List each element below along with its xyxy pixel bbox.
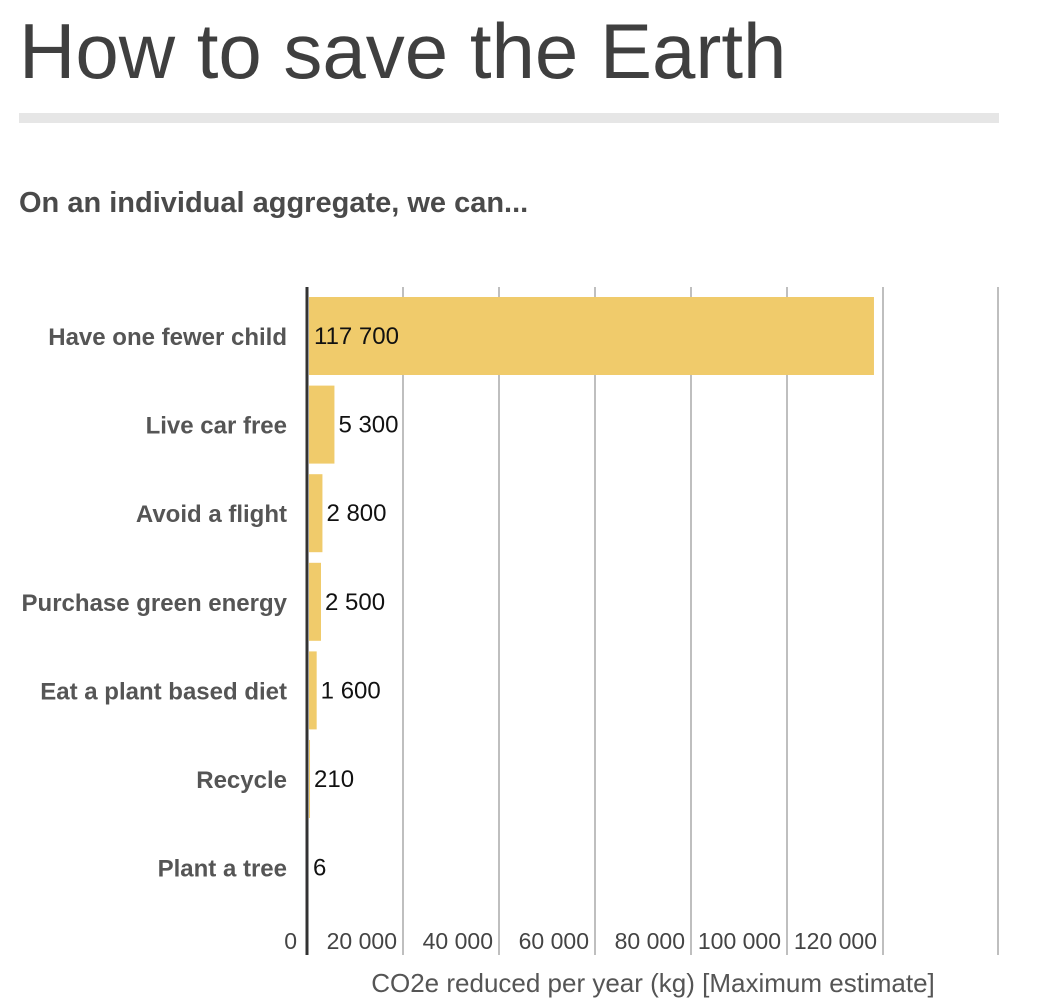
category-label: Avoid a flight: [136, 501, 287, 528]
value-label: 2 800: [326, 500, 386, 527]
bar: [309, 385, 335, 464]
title-divider: [19, 113, 999, 123]
x-tick-label: 80 000: [615, 928, 685, 954]
value-label: 210: [314, 766, 354, 793]
bar: [309, 297, 874, 375]
value-label: 5 300: [338, 412, 398, 439]
bar: [309, 474, 323, 553]
x-tick-label: 20 000: [327, 928, 397, 954]
x-tick-label: 40 000: [423, 928, 493, 954]
value-label: 1 600: [321, 677, 381, 704]
bar: [309, 562, 321, 641]
x-tick-label: 0: [284, 928, 297, 954]
page-title: How to save the Earth: [19, 7, 787, 95]
category-label: Live car free: [146, 413, 287, 440]
x-axis-ticks: 0 20 000 40 000 60 000 80 000 100 000 120 000: [284, 928, 877, 954]
bar: [309, 740, 311, 818]
category-labels: Have one fewer child Live car free Avoid a…: [22, 324, 288, 883]
category-label: Purchase green energy: [22, 590, 288, 617]
chart-subtitle: On an individual aggregate, we can...: [19, 187, 529, 219]
value-label: 2 500: [325, 589, 385, 616]
x-axis-title: CO2e reduced per year (kg) [Maximum esti…: [371, 968, 935, 998]
x-tick-label: 100 000: [698, 928, 781, 954]
x-tick-label: 60 000: [519, 928, 589, 954]
gridlines: [402, 287, 999, 955]
x-tick-label: 120 000: [794, 928, 877, 954]
category-label: Plant a tree: [158, 856, 287, 883]
category-label: Eat a plant based diet: [40, 678, 287, 705]
category-label: Have one fewer child: [48, 324, 287, 351]
category-label: Recycle: [196, 767, 287, 794]
bars: [309, 297, 874, 907]
value-labels: 117 700 5 300 2 800 2 500 1 600 210 6: [313, 323, 399, 882]
value-label: 117 700: [314, 323, 399, 350]
value-label: 6: [313, 855, 326, 882]
bar: [309, 651, 317, 730]
